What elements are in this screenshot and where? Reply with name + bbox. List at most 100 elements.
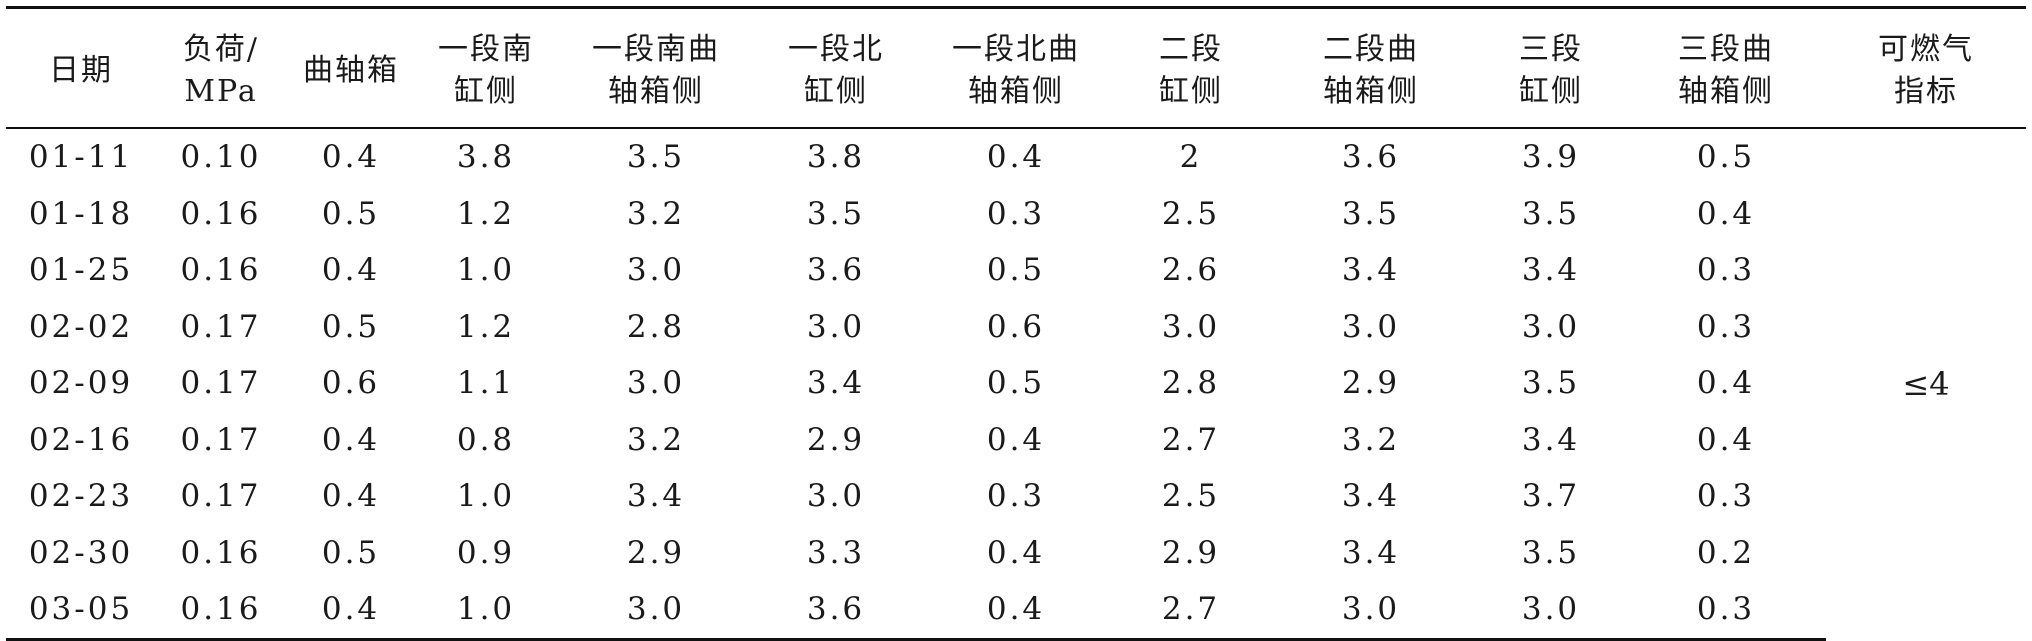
cell-load: 0.16 [156, 581, 286, 641]
cell-stage2-crankcase: 3.0 [1266, 581, 1476, 641]
cell-stage1-north-crankcase: 0.5 [986, 365, 1046, 402]
cell-stage2-crankcase: 3.5 [1341, 195, 1401, 232]
cell-stage1-south-crankcase: 2.8 [626, 308, 686, 345]
header-stage3-crankcase: 三段曲 轴箱侧 [1678, 32, 1774, 109]
cell-stage3-crankcase: 0.3 [1626, 581, 1826, 641]
header-stage3-cylinder: 三段 缸侧 [1519, 32, 1583, 109]
cell-stage2-cylinder: 2.7 [1161, 421, 1221, 458]
cell-crankcase: 0.4 [321, 478, 381, 515]
cell-date: 02-02 [28, 308, 134, 345]
cell-stage1-south-crankcase: 3.2 [626, 195, 686, 232]
cell-stage1-south-crankcase: 3.0 [626, 252, 686, 289]
cell-combustible-limit: ≤4 [1902, 365, 1950, 403]
cell-stage1-north-crankcase: 0.6 [986, 308, 1046, 345]
cell-stage1-north-cylinder: 3.0 [806, 308, 866, 345]
cell-stage3-cylinder: 3.5 [1521, 365, 1581, 402]
table-row: 02-30 0.16 0.5 0.9 2.9 3.3 0.4 2.9 3.4 3.5 0.2 [6, 525, 2026, 582]
cell-stage2-crankcase: 3.6 [1341, 139, 1401, 176]
header-stage2-crankcase: 二段曲 轴箱侧 [1323, 32, 1419, 109]
cell-stage3-crankcase: 0.5 [1696, 139, 1756, 176]
cell-stage1-south-crankcase: 3.0 [556, 581, 756, 641]
cell-stage1-south-cylinder: 1.0 [456, 478, 516, 515]
cell-stage1-north-cylinder: 3.8 [806, 139, 866, 176]
cell-stage3-cylinder: 3.5 [1521, 534, 1581, 571]
cell-stage2-crankcase: 3.0 [1341, 308, 1401, 345]
cell-stage1-south-cylinder: 3.8 [456, 139, 516, 176]
cell-stage1-south-cylinder: 1.2 [456, 308, 516, 345]
cell-stage3-crankcase: 0.4 [1696, 195, 1756, 232]
cell-stage1-north-cylinder: 3.6 [756, 581, 916, 641]
cell-stage1-south-cylinder: 1.0 [416, 581, 556, 641]
cell-stage1-south-cylinder: 0.9 [456, 534, 516, 571]
cell-stage2-cylinder: 2 [1179, 139, 1203, 176]
cell-stage3-cylinder: 3.0 [1521, 308, 1581, 345]
cell-stage1-south-cylinder: 1.2 [456, 195, 516, 232]
cell-stage2-cylinder: 2.8 [1161, 365, 1221, 402]
header-stage1-north-crankcase: 一段北曲 轴箱侧 [952, 32, 1080, 109]
data-table-container: 日期 负荷/ MPa 曲轴箱 一段南 缸侧 一段南曲 轴箱侧 一段北 缸侧 一段… [6, 6, 2026, 641]
cell-stage2-cylinder: 2.5 [1161, 195, 1221, 232]
cell-stage1-south-cylinder: 1.0 [456, 252, 516, 289]
cell-stage3-crankcase: 0.4 [1696, 421, 1756, 458]
cell-date: 02-23 [28, 478, 134, 515]
header-row: 日期 负荷/ MPa 曲轴箱 一段南 缸侧 一段南曲 轴箱侧 一段北 缸侧 一段… [6, 7, 2026, 128]
cell-crankcase: 0.5 [321, 308, 381, 345]
cell-load: 0.10 [180, 139, 262, 176]
cell-stage1-north-cylinder: 2.9 [806, 421, 866, 458]
cell-date: 01-25 [28, 252, 134, 289]
cell-date: 01-18 [28, 195, 134, 232]
table-row: 01-11 0.10 0.4 3.8 3.5 3.8 0.4 2 3.6 3.9 0.5 ≤4 [6, 128, 2026, 403]
cell-load: 0.16 [180, 534, 262, 571]
cell-stage3-cylinder: 3.4 [1521, 421, 1581, 458]
header-stage1-north-cylinder: 一段北 缸侧 [788, 32, 884, 109]
cell-stage1-north-crankcase: 0.3 [986, 195, 1046, 232]
cell-date: 02-30 [28, 534, 134, 571]
cell-stage3-crankcase: 0.3 [1696, 478, 1756, 515]
cell-load: 0.17 [180, 478, 262, 515]
header-crankcase: 曲轴箱 [303, 53, 399, 88]
cell-stage2-crankcase: 3.4 [1341, 478, 1401, 515]
cell-load: 0.17 [180, 421, 262, 458]
cell-stage1-south-cylinder: 1.1 [456, 365, 516, 402]
table-row: 03-05 0.16 0.4 1.0 3.0 3.6 0.4 2.7 3.0 3.0 0.3 [6, 581, 2026, 641]
header-stage1-south-cylinder: 一段南 缸侧 [438, 32, 534, 109]
cell-stage2-cylinder: 3.0 [1161, 308, 1221, 345]
cell-stage1-north-crankcase: 0.4 [916, 581, 1116, 641]
cell-stage3-crankcase: 0.2 [1696, 534, 1756, 571]
cell-load: 0.17 [180, 365, 262, 402]
table-row: 02-23 0.17 0.4 1.0 3.4 3.0 0.3 2.5 3.4 3.7 0.3 [6, 468, 2026, 525]
cell-stage1-north-crankcase: 0.4 [986, 421, 1046, 458]
cell-stage1-north-cylinder: 3.3 [806, 534, 866, 571]
cell-stage1-north-cylinder: 3.6 [806, 252, 866, 289]
cell-stage1-north-crankcase: 0.3 [986, 478, 1046, 515]
cell-load: 0.16 [180, 195, 262, 232]
cell-crankcase: 0.4 [321, 139, 381, 176]
cell-stage1-north-cylinder: 3.5 [806, 195, 866, 232]
cell-stage2-cylinder: 2.6 [1161, 252, 1221, 289]
header-stage2-cylinder: 二段 缸侧 [1159, 32, 1223, 109]
header-load: 负荷/ MPa [182, 32, 260, 109]
header-date: 日期 [49, 53, 113, 88]
table-row: 02-02 0.17 0.5 1.2 2.8 3.0 0.6 3.0 3.0 3.0 0.3 [6, 299, 2026, 356]
cell-stage3-cylinder: 3.7 [1521, 478, 1581, 515]
header-combustible-index: 可燃气 指标 [1878, 32, 1974, 109]
cell-crankcase: 0.4 [321, 252, 381, 289]
cell-stage3-cylinder: 3.5 [1521, 195, 1581, 232]
cell-crankcase: 0.6 [321, 365, 381, 402]
cell-stage3-cylinder: 3.4 [1521, 252, 1581, 289]
cell-stage1-north-cylinder: 3.0 [806, 478, 866, 515]
cell-load: 0.17 [180, 308, 262, 345]
cell-stage2-crankcase: 3.2 [1341, 421, 1401, 458]
cell-stage1-south-cylinder: 0.8 [456, 421, 516, 458]
cell-stage1-south-crankcase: 3.4 [626, 478, 686, 515]
cell-stage3-cylinder: 3.9 [1521, 139, 1581, 176]
table-header: 日期 负荷/ MPa 曲轴箱 一段南 缸侧 一段南曲 轴箱侧 一段北 缸侧 一段… [6, 7, 2026, 128]
cell-stage2-cylinder: 2.7 [1116, 581, 1266, 641]
cell-stage1-north-cylinder: 3.4 [806, 365, 866, 402]
cell-stage1-south-crankcase: 3.2 [626, 421, 686, 458]
table-row: 02-09 0.17 0.6 1.1 3.0 3.4 0.5 2.8 2.9 3.5 0.4 [6, 355, 2026, 412]
cell-stage3-crankcase: 0.3 [1696, 308, 1756, 345]
cell-stage1-south-crankcase: 2.9 [626, 534, 686, 571]
cell-crankcase: 0.4 [286, 581, 416, 641]
cell-load: 0.16 [180, 252, 262, 289]
